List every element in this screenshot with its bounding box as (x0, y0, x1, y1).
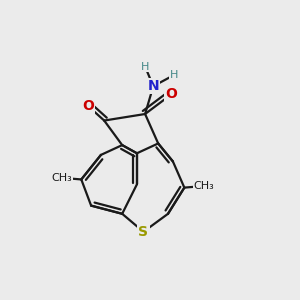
Text: O: O (82, 99, 94, 113)
Text: CH₃: CH₃ (51, 173, 72, 183)
Text: CH₃: CH₃ (194, 181, 214, 191)
Text: H: H (141, 61, 149, 72)
Text: S: S (139, 225, 148, 239)
Text: O: O (165, 87, 177, 101)
Text: N: N (148, 79, 159, 93)
Text: H: H (170, 70, 179, 80)
